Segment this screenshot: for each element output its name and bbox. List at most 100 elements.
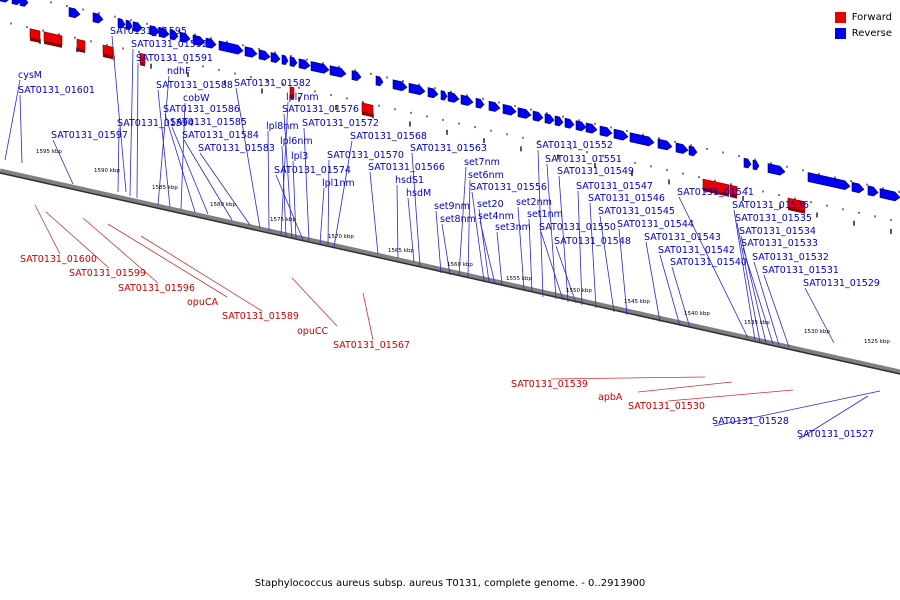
reverse-gene-label: SAT0131_01551 bbox=[545, 154, 622, 165]
reverse-gene-label: SAT0131_01563 bbox=[410, 143, 487, 154]
reverse-gene-body bbox=[564, 117, 575, 129]
reverse-gene bbox=[329, 65, 347, 78]
forward-label-leader bbox=[34, 204, 61, 255]
reverse-gene-label: set2nm bbox=[516, 197, 552, 208]
reverse-gene-body bbox=[205, 37, 217, 49]
reverse-label-leader bbox=[659, 254, 681, 327]
reverse-label-leader bbox=[546, 163, 557, 300]
genome-caption: Staphylococcus aureus subsp. aureus T013… bbox=[254, 578, 646, 589]
reverse-label-leader bbox=[517, 206, 525, 291]
forward-gene-label: SAT0131_01600 bbox=[20, 254, 97, 265]
reverse-gene-body bbox=[132, 21, 143, 33]
reverse-label-leader bbox=[558, 175, 569, 303]
reverse-gene-label: SAT0131_01583 bbox=[198, 143, 275, 154]
reverse-gene bbox=[743, 157, 752, 169]
forward-gene bbox=[43, 31, 63, 48]
reverse-gene bbox=[298, 58, 311, 70]
reverse-gene-body bbox=[375, 75, 384, 87]
reverse-gene bbox=[688, 145, 698, 157]
reverse-label-leader bbox=[435, 210, 442, 274]
forward-gene-shadow bbox=[730, 194, 737, 199]
reverse-gene-label: SAT0131_01527 bbox=[797, 429, 874, 440]
reverse-gene-body bbox=[879, 188, 900, 202]
reverse-gene-label: cysM bbox=[18, 70, 42, 81]
reverse-gene bbox=[351, 70, 362, 82]
reverse-gene-body bbox=[554, 115, 564, 127]
reverse-gene-label: set20 bbox=[477, 199, 504, 210]
reverse-gene bbox=[879, 188, 900, 202]
forward-gene-label: SAT0131_01530 bbox=[628, 401, 705, 412]
forward-gene-shadow bbox=[788, 206, 805, 214]
forward-gene-label: opuCC bbox=[297, 326, 328, 337]
reverse-gene bbox=[767, 163, 786, 176]
reverse-label-leader bbox=[528, 218, 533, 293]
reverse-gene bbox=[657, 138, 673, 151]
reverse-label-leader bbox=[411, 152, 421, 267]
reverse-gene-body bbox=[767, 163, 786, 176]
scale-label: 1525 kbp bbox=[864, 339, 890, 345]
reverse-gene bbox=[244, 46, 258, 58]
forward-gene bbox=[76, 38, 86, 53]
reverse-gene-label: set9nm bbox=[434, 201, 470, 212]
forward-gene-shadow bbox=[140, 62, 145, 67]
reverse-label-leader bbox=[136, 62, 139, 199]
reverse-gene bbox=[92, 12, 104, 24]
reverse-gene bbox=[585, 122, 598, 134]
reverse-gene-body bbox=[440, 90, 448, 101]
reverse-label-leader bbox=[319, 187, 325, 245]
scale-label: 1555 kbp bbox=[506, 276, 532, 282]
reverse-gene-label: SAT0131_01535 bbox=[735, 213, 812, 224]
reverse-gene-label: SAT0131_01597 bbox=[51, 130, 128, 141]
scale-label: 1590 kbp bbox=[94, 168, 120, 174]
forward-gene-shadow bbox=[362, 111, 373, 118]
reverse-gene bbox=[427, 87, 439, 99]
scale-label: 1580 kbp bbox=[210, 202, 236, 208]
reverse-gene-label: SAT0131_01601 bbox=[18, 85, 95, 96]
forward-label-leader bbox=[107, 223, 228, 298]
forward-gene-label: opuCA bbox=[187, 297, 218, 308]
reverse-gene-body bbox=[298, 58, 311, 70]
scale-label: 1550 kbp bbox=[566, 288, 592, 294]
reverse-gene-body bbox=[752, 159, 760, 171]
reverse-gene-label: set4nm bbox=[478, 211, 514, 222]
forward-gene-shadow bbox=[703, 188, 729, 197]
reverse-gene bbox=[613, 128, 629, 141]
reverse-label-leader bbox=[117, 127, 120, 193]
reverse-gene bbox=[289, 56, 298, 67]
reverse-label-leader bbox=[467, 179, 471, 278]
reverse-gene bbox=[132, 21, 143, 33]
reverse-gene-label: ndhF bbox=[167, 66, 191, 77]
reverse-gene-body bbox=[149, 25, 160, 36]
reverse-gene-label: SAT0131_01574 bbox=[274, 165, 351, 176]
reverse-gene-body bbox=[244, 46, 258, 58]
forward-gene-shadow bbox=[77, 48, 85, 53]
reverse-gene-body bbox=[743, 157, 752, 169]
reverse-gene-body bbox=[851, 181, 865, 194]
reverse-gene-label: SAT0131_01550 bbox=[539, 222, 616, 233]
legend-reverse-label: Reverse bbox=[851, 27, 892, 39]
reverse-gene bbox=[440, 90, 448, 101]
scale-label: 1565 kbp bbox=[388, 248, 414, 254]
reverse-gene bbox=[752, 159, 760, 171]
reverse-gene-label: lpl6nm bbox=[280, 136, 313, 147]
reverse-label-leader bbox=[798, 395, 869, 440]
reverse-gene bbox=[218, 40, 244, 55]
reverse-label-leader bbox=[736, 222, 761, 343]
forward-gene bbox=[139, 52, 146, 67]
reverse-gene-label: SAT0131_01536 bbox=[732, 200, 809, 211]
reverse-gene-label: SAT0131_01568 bbox=[350, 131, 427, 142]
forward-gene bbox=[29, 28, 41, 43]
reverse-label-leader bbox=[678, 196, 749, 339]
reverse-gene-label: lpl3 bbox=[291, 151, 308, 162]
reverse-gene-body bbox=[179, 31, 191, 43]
forward-gene-label: SAT0131_01599 bbox=[69, 268, 146, 279]
reverse-gene-body bbox=[613, 128, 629, 141]
reverse-label-leader bbox=[763, 274, 790, 348]
reverse-label-leader bbox=[292, 160, 297, 239]
forward-label-leader bbox=[362, 292, 374, 341]
reverse-gene-body bbox=[688, 145, 698, 157]
label-leaders bbox=[4, 35, 881, 440]
reverse-label-leader bbox=[479, 220, 496, 285]
forward-gene bbox=[702, 178, 730, 197]
